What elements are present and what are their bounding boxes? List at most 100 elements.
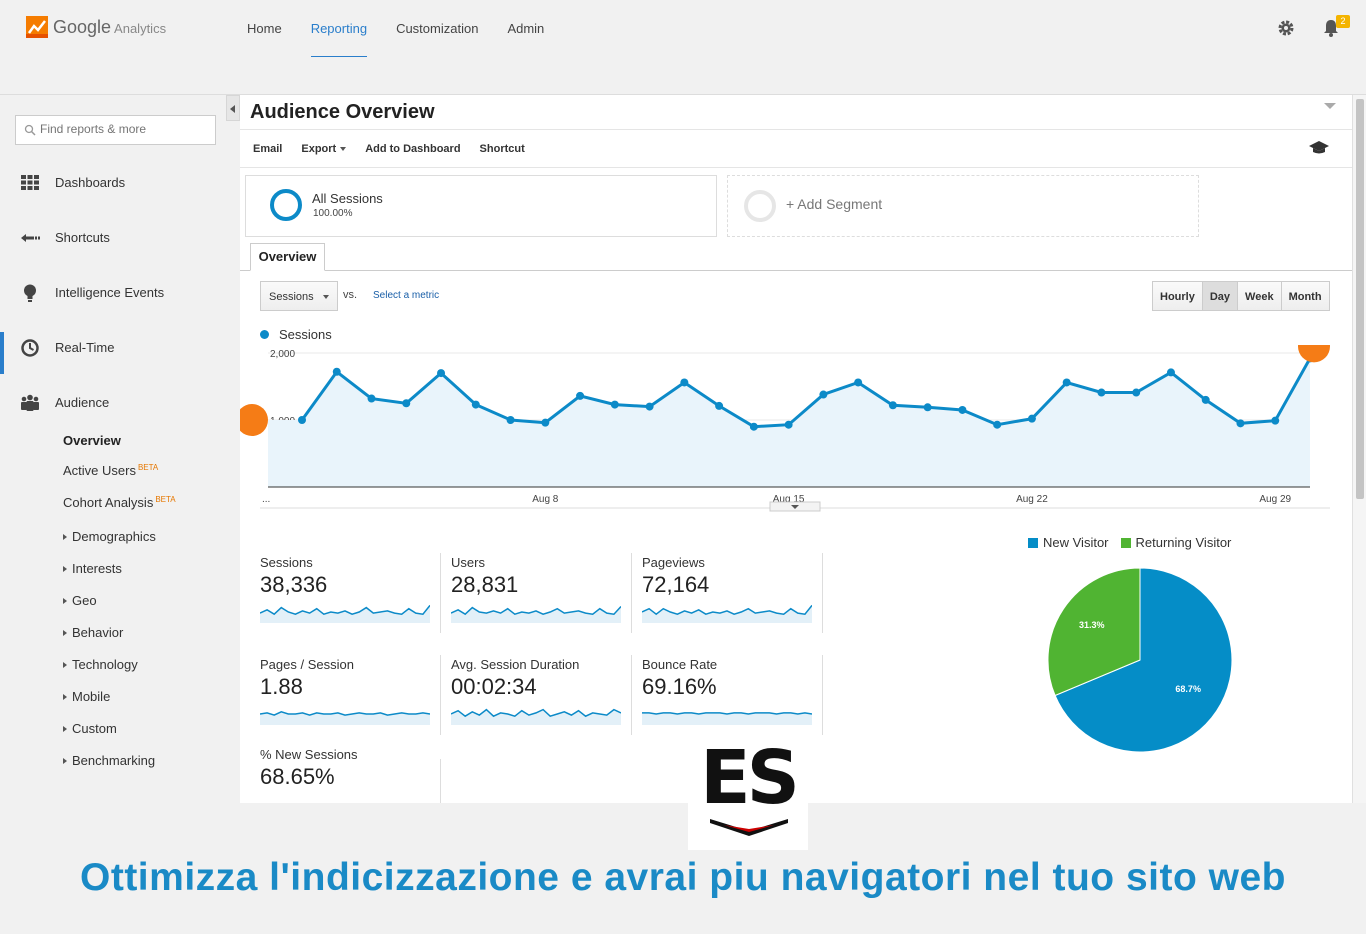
scorecard-pages-per-session[interactable]: Pages / Session 1.88 xyxy=(260,657,435,725)
sidebar-sub-cohort-analysis[interactable]: Cohort Analysis BETA xyxy=(63,495,176,510)
sidebar-item-label: Real-Time xyxy=(55,340,115,355)
week-button[interactable]: Week xyxy=(1238,282,1282,310)
pie-slice[interactable] xyxy=(1054,567,1233,753)
data-point[interactable] xyxy=(958,405,967,414)
data-point[interactable] xyxy=(784,420,793,429)
segment-all-sessions[interactable]: All Sessions 100.00% xyxy=(245,175,717,237)
data-point[interactable] xyxy=(298,416,306,424)
sidebar-item-audience[interactable]: Audience xyxy=(0,383,226,423)
scorecard-value: 38,336 xyxy=(260,572,328,597)
tagline: Ottimizza l'indicizzazione e avrai piu n… xyxy=(80,856,1286,899)
nav-home[interactable]: Home xyxy=(247,21,282,36)
data-point[interactable] xyxy=(506,416,515,424)
select-metric-link[interactable]: Select a metric xyxy=(373,290,440,301)
nav-reporting[interactable]: Reporting xyxy=(310,21,368,57)
data-point[interactable] xyxy=(1062,378,1071,387)
data-point[interactable] xyxy=(332,367,341,376)
scorecard-users[interactable]: Users 28,831 xyxy=(451,555,626,623)
scorecard-value: 00:02:34 xyxy=(451,674,537,699)
google-analytics-logo[interactable]: Google Analytics xyxy=(26,16,166,38)
data-point[interactable] xyxy=(402,399,411,408)
bell-icon[interactable] xyxy=(1321,18,1341,38)
data-point[interactable] xyxy=(645,402,654,411)
nav-admin[interactable]: Admin xyxy=(507,21,545,36)
gear-icon[interactable] xyxy=(1277,19,1295,37)
data-point[interactable] xyxy=(854,378,863,387)
vertical-scrollbar[interactable] xyxy=(1352,95,1366,803)
data-point[interactable] xyxy=(680,378,689,387)
data-point[interactable] xyxy=(819,390,828,399)
top-nav: Home Reporting Customization Admin xyxy=(247,21,573,57)
search-input[interactable] xyxy=(40,122,210,136)
data-point[interactable] xyxy=(541,418,550,427)
export-button[interactable]: Export xyxy=(301,143,347,155)
data-point[interactable] xyxy=(715,401,724,410)
sidebar-sub-overview[interactable]: Overview xyxy=(63,433,121,448)
data-point[interactable] xyxy=(1027,414,1036,423)
scrollbar-thumb[interactable] xyxy=(1356,99,1364,499)
es-logo-text: ES xyxy=(700,735,800,821)
export-label: Export xyxy=(301,143,337,155)
sparkline-line xyxy=(642,712,812,715)
hourly-button[interactable]: Hourly xyxy=(1153,282,1203,310)
segment-ring-icon xyxy=(270,189,302,221)
sidebar-sub-technology[interactable]: Technology xyxy=(63,657,138,672)
scorecard-new-sessions[interactable]: % New Sessions 68.65% xyxy=(260,747,435,790)
expand-arrow-icon xyxy=(63,757,67,764)
month-button[interactable]: Month xyxy=(1281,282,1329,310)
data-point[interactable] xyxy=(749,422,758,431)
add-to-dashboard-button[interactable]: Add to Dashboard xyxy=(365,143,461,155)
pie-slice[interactable] xyxy=(1047,567,1141,697)
scorecard-avg-session-duration[interactable]: Avg. Session Duration 00:02:34 xyxy=(451,657,626,725)
data-point[interactable] xyxy=(367,394,376,403)
series-area xyxy=(302,358,1310,487)
sidebar-item-label: Shortcuts xyxy=(55,230,110,245)
data-point[interactable] xyxy=(1201,395,1210,404)
sidebar-item-label: Intelligence Events xyxy=(55,285,165,300)
data-point[interactable] xyxy=(610,400,619,409)
shortcut-button[interactable]: Shortcut xyxy=(479,143,525,155)
scorecard-divider xyxy=(440,759,441,803)
sidebar-sub-behavior[interactable]: Behavior xyxy=(63,625,123,640)
sparkline-line xyxy=(642,604,812,616)
sidebar-sub-active-users[interactable]: Active Users BETA xyxy=(63,463,158,478)
metric-select[interactable]: Sessions xyxy=(260,281,338,311)
sidebar-sub-interests[interactable]: Interests xyxy=(63,561,122,576)
data-point[interactable] xyxy=(1236,419,1245,428)
sidebar-item-real-time[interactable]: Real-Time xyxy=(0,328,226,374)
scorecard-bounce-rate[interactable]: Bounce Rate 69.16% xyxy=(642,657,817,725)
chevron-down-icon[interactable] xyxy=(1324,103,1336,109)
graduation-cap-icon[interactable] xyxy=(1309,141,1329,155)
legend-returning-visitor: Returning Visitor xyxy=(1120,535,1232,550)
sidebar-item-shortcuts[interactable]: Shortcuts xyxy=(0,218,226,258)
sidebar-item-dashboards[interactable]: Dashboards xyxy=(0,163,226,203)
sidebar-sub-benchmarking[interactable]: Benchmarking xyxy=(63,753,155,768)
x-tick-label: Aug 8 xyxy=(532,494,559,505)
sidebar-sub-custom[interactable]: Custom xyxy=(63,721,117,736)
scorecard-pageviews[interactable]: Pageviews 72,164 xyxy=(642,555,817,623)
sidebar-sub-mobile[interactable]: Mobile xyxy=(63,689,110,704)
data-point[interactable] xyxy=(1097,388,1106,397)
data-point[interactable] xyxy=(576,391,585,400)
data-point[interactable] xyxy=(923,403,932,412)
data-point[interactable] xyxy=(993,420,1002,429)
data-point[interactable] xyxy=(1132,388,1141,397)
day-button[interactable]: Day xyxy=(1202,282,1239,310)
sidebar-sub-geo[interactable]: Geo xyxy=(63,593,97,608)
sidebar-sub-demographics[interactable]: Demographics xyxy=(63,529,156,544)
tab-overview[interactable]: Overview xyxy=(250,243,325,271)
data-point[interactable] xyxy=(437,369,446,378)
nav-customization[interactable]: Customization xyxy=(396,21,479,36)
email-button[interactable]: Email xyxy=(253,143,283,155)
sidebar-collapse-button[interactable] xyxy=(226,95,240,121)
scorecard-sessions[interactable]: Sessions 38,336 xyxy=(260,555,435,623)
search-box[interactable] xyxy=(15,115,216,145)
data-point[interactable] xyxy=(888,401,897,410)
add-segment-button[interactable]: + Add Segment xyxy=(727,175,1199,237)
data-point[interactable] xyxy=(471,400,480,409)
data-point[interactable] xyxy=(1166,368,1175,377)
sidebar-item-intelligence-events[interactable]: Intelligence Events xyxy=(0,273,226,313)
data-point[interactable] xyxy=(1271,416,1280,425)
legend-label: Returning Visitor xyxy=(1135,535,1232,550)
end-marker xyxy=(1298,345,1330,363)
